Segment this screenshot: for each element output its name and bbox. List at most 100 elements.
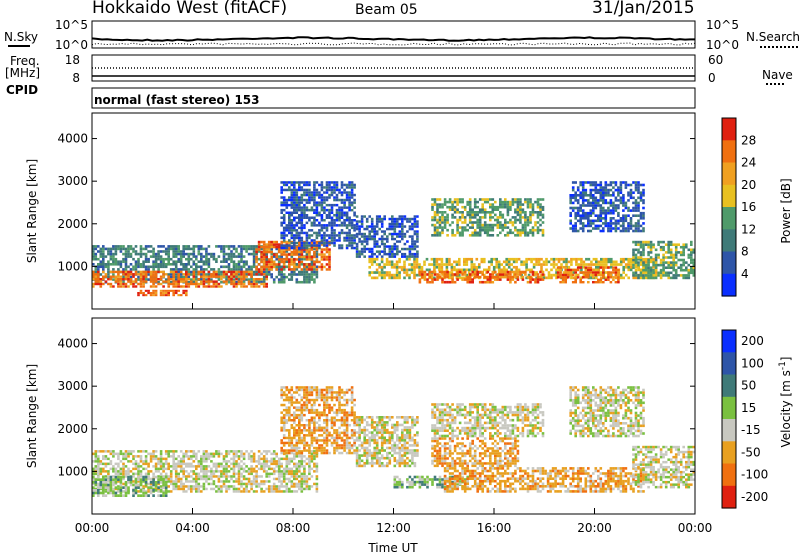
velocity-echo-cell: [247, 457, 251, 461]
power-echo-cell: [486, 231, 490, 235]
velocity-echo-cell: [172, 465, 175, 468]
power-echo-cell: [499, 216, 502, 219]
velocity-echo-cell: [144, 467, 148, 471]
power-echo-cell: [285, 240, 289, 244]
velocity-echo-cell: [190, 485, 193, 488]
power-echo-cell: [579, 227, 582, 230]
power-echo-cell: [373, 232, 376, 236]
power-echo-cell: [440, 276, 444, 280]
power-echo-cell: [237, 278, 241, 281]
power-echo-cell: [433, 257, 436, 261]
power-echo-cell: [499, 275, 502, 279]
power-echo-cell: [205, 250, 208, 253]
power-echo-cell: [97, 282, 100, 286]
power-echo-cell: [300, 273, 304, 276]
power-echo-cell: [293, 191, 296, 194]
power-echo-cell: [323, 241, 326, 245]
power-echo-cell: [325, 234, 329, 237]
power-echo-cell: [597, 183, 600, 187]
power-echo-cell: [315, 260, 319, 264]
power-echo-cell: [179, 285, 183, 288]
power-echo-cell: [496, 275, 500, 279]
power-echo-cell: [137, 294, 140, 297]
power-echo-cell: [535, 276, 538, 280]
power-echo-cell: [308, 258, 311, 261]
power-echo-cell: [308, 181, 311, 184]
power-echo-cell: [164, 263, 168, 266]
power-echo-cell: [360, 225, 364, 228]
power-echo-cell: [152, 282, 155, 286]
power-echo-cell: [516, 218, 520, 222]
power-echo-cell: [595, 257, 598, 261]
power-echo-cell: [137, 273, 140, 276]
power-echo-cell: [94, 252, 98, 256]
power-echo-cell: [172, 292, 175, 295]
velocity-echo-cell: [215, 462, 218, 466]
velocity-echo-cell: [122, 457, 125, 461]
power-echo-cell: [280, 246, 283, 250]
power-echo-cell: [629, 209, 633, 212]
power-echo-cell: [685, 276, 688, 280]
power-echo-cell: [589, 191, 593, 194]
power-echo-cell: [134, 260, 138, 263]
power-echo-cell: [525, 263, 528, 266]
power-echo-cell: [318, 224, 321, 227]
power-echo-cell: [526, 203, 530, 206]
power-echo-cell: [185, 294, 188, 297]
power-echo-cell: [265, 250, 268, 254]
velocity-echo-cell: [237, 477, 241, 481]
velocity-echo-cell: [190, 457, 193, 461]
power-echo-cell: [363, 235, 366, 238]
velocity-echo-cell: [237, 465, 241, 468]
power-echo-cell: [368, 230, 371, 233]
power-echo-cell: [353, 219, 356, 222]
power-echo-cell: [386, 252, 389, 256]
power-echo-cell: [536, 273, 540, 276]
power-echo-cell: [290, 270, 294, 274]
power-echo-cell: [413, 260, 416, 264]
power-echo-cell: [280, 260, 283, 264]
power-echo-cell: [298, 250, 301, 254]
velocity-echo-cell: [257, 455, 261, 458]
power-echo-cell: [529, 270, 532, 274]
power-echo-cell: [516, 205, 520, 209]
power-echo-cell: [255, 255, 258, 259]
power-echo-cell: [117, 275, 120, 278]
power-echo-cell: [468, 226, 472, 229]
velocity-echo-cell: [197, 477, 201, 481]
power-echo-cell: [652, 261, 655, 264]
power-echo-cell: [674, 268, 678, 272]
power-echo-cell: [552, 257, 556, 261]
power-echo-cell: [149, 273, 153, 276]
velocity-echo-cell: [247, 472, 251, 476]
power-echo-cell: [627, 209, 630, 212]
power-echo-cell: [622, 271, 625, 274]
power-echo-cell: [571, 206, 575, 210]
power-echo-cell: [433, 226, 437, 229]
power-echo-cell: [501, 200, 505, 204]
power-echo-cell: [499, 203, 502, 206]
power-echo-cell: [587, 219, 590, 223]
power-echo-cell: [147, 292, 150, 295]
power-echo-cell: [425, 268, 429, 272]
power-echo-cell: [320, 248, 324, 251]
power-echo-cell: [448, 198, 452, 201]
power-echo-cell: [360, 232, 364, 236]
power-echo-cell: [624, 183, 628, 187]
power-echo-cell: [617, 278, 620, 281]
power-echo-cell: [466, 203, 469, 206]
power-echo-cell: [159, 275, 163, 278]
power-echo-cell: [182, 273, 185, 276]
power-echo-cell: [494, 275, 497, 279]
velocity-echo-cell: [232, 490, 236, 493]
power-echo-cell: [504, 273, 507, 276]
power-echo-cell: [642, 191, 645, 194]
power-echo-cell: [310, 229, 314, 232]
power-echo-cell: [167, 263, 170, 266]
power-echo-cell: [185, 245, 188, 248]
power-echo-cell: [465, 263, 469, 266]
power-echo-cell: [634, 229, 638, 233]
power-echo-cell: [227, 252, 231, 256]
power-echo-cell: [506, 278, 510, 281]
velocity-echo-cell: [94, 467, 98, 471]
